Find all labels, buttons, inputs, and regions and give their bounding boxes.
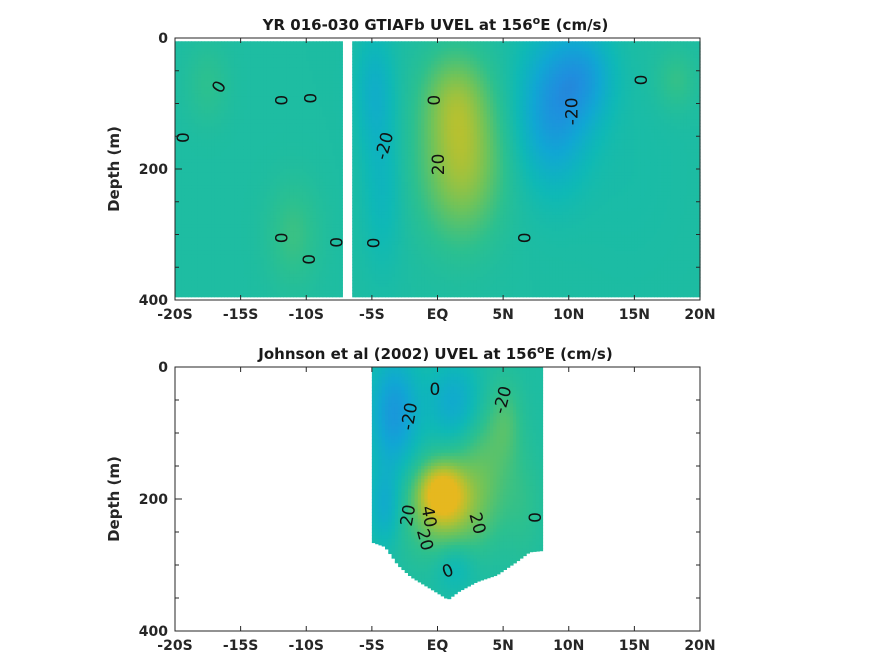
heatmap-cell bbox=[339, 293, 343, 297]
